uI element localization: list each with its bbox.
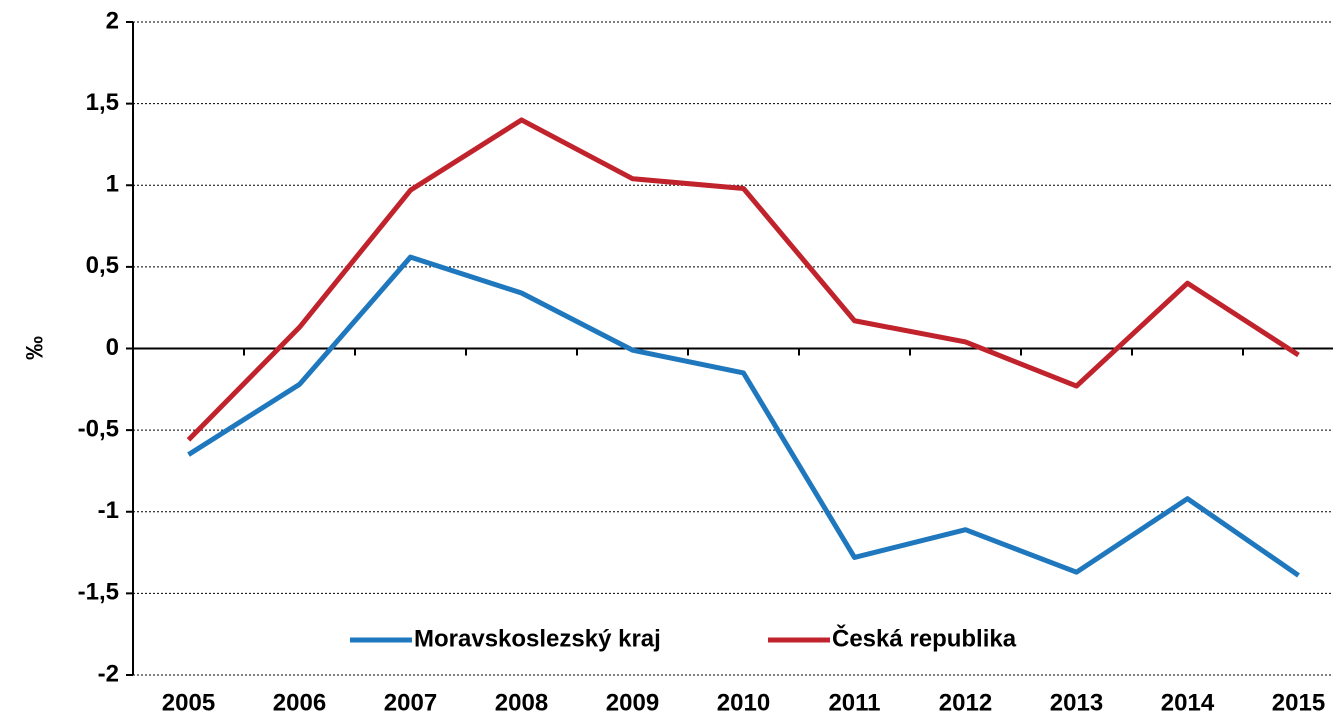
x-tick-label: 2013 [1050, 689, 1103, 716]
y-tick-label: 1,5 [86, 89, 119, 116]
x-tick-label: 2011 [828, 689, 880, 716]
y-tick-label: -2 [98, 660, 119, 687]
x-tick-label: 2009 [606, 689, 659, 716]
x-tick-label: 2014 [1161, 689, 1215, 716]
x-tick-label: 2007 [384, 689, 437, 716]
y-tick-label: 0,5 [86, 252, 119, 279]
x-tick-label: 2012 [939, 689, 992, 716]
x-tick-label: 2010 [717, 689, 770, 716]
y-tick-label: -1 [98, 497, 119, 524]
y-tick-label: -1,5 [78, 579, 119, 606]
y-tick-label: 1 [106, 171, 119, 198]
series-line [187, 254, 1300, 578]
y-axis-label: ‰ [21, 336, 48, 360]
x-tick-label: 2015 [1272, 689, 1325, 716]
series-line [186, 117, 1300, 442]
legend-label: Moravskoslezský kraj [414, 625, 661, 652]
legend-label: Česká republika [832, 624, 1017, 652]
x-tick-label: 2006 [273, 689, 326, 716]
x-tick-label: 2005 [162, 689, 215, 716]
y-tick-label: 0 [106, 334, 119, 361]
x-tick-label: 2008 [495, 689, 548, 716]
y-tick-label: -0,5 [78, 415, 119, 442]
y-tick-label: 2 [106, 7, 119, 34]
